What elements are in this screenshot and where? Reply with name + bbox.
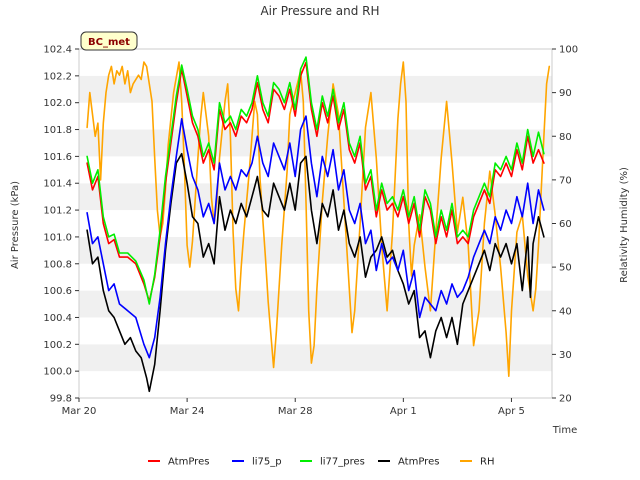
right-tick-label: 50 <box>559 263 572 274</box>
series-line-rh-4 <box>86 61 551 378</box>
grid-band <box>79 344 552 372</box>
legend-label: AtmPres <box>168 457 209 468</box>
right-y-axis-label: Relativity Humidity (%) <box>619 167 630 283</box>
left-tick-label: 100.2 <box>43 340 72 351</box>
left-tick-label: 101.8 <box>43 125 72 136</box>
left-tick-label: 101.2 <box>43 206 72 217</box>
series-line-li77-pres-2 <box>86 56 545 305</box>
right-tick-label: 100 <box>559 45 578 56</box>
left-tick-label: 100.0 <box>43 367 72 378</box>
left-tick-label: 102.2 <box>43 71 72 82</box>
station-badge-box <box>80 31 138 51</box>
x-tick-label: Mar 24 <box>170 406 205 417</box>
left-tick-label: 100.6 <box>43 286 72 297</box>
x-tick-label: Mar 28 <box>278 406 313 417</box>
left-tick-label: 102.0 <box>43 98 72 109</box>
grid-band <box>79 156 552 184</box>
grid-band <box>79 371 552 398</box>
series-line-atmpres-3 <box>86 152 545 393</box>
right-tick-label: 40 <box>559 306 572 317</box>
legend-label: li77_pres <box>320 457 365 468</box>
x-tick-label: Mar 20 <box>62 406 97 417</box>
left-tick-label: 99.8 <box>50 394 72 405</box>
station-badge: BC_met <box>80 31 138 51</box>
left-tick-label: 101.0 <box>43 232 72 243</box>
legend-label: RH <box>480 457 494 468</box>
grid-bands <box>79 49 552 398</box>
x-tick-label: Apr 5 <box>498 406 525 417</box>
x-axis-ticks: Mar 20 Mar 24 Mar 28 Apr 1 Apr 5 <box>62 398 525 417</box>
series-line-atmpres-0 <box>86 61 545 303</box>
grid-band <box>79 49 552 76</box>
right-tick-label: 90 <box>559 88 572 99</box>
left-tick-label: 101.4 <box>43 179 72 190</box>
right-tick-label: 30 <box>559 350 572 361</box>
left-y-axis-label: Air Pressure (kPa) <box>10 181 21 269</box>
right-tick-label: 20 <box>559 394 572 405</box>
x-tick-label: Apr 1 <box>390 406 417 417</box>
left-tick-label: 100.8 <box>43 259 72 270</box>
grid-band <box>79 129 552 157</box>
left-axis-ticks: 99.8 100.0 100.2 100.4 100.6 100.8 101.0 101.2 1… <box>43 45 79 405</box>
left-tick-label: 100.4 <box>43 313 72 324</box>
legend-label: AtmPres <box>398 457 439 468</box>
right-axis-ticks: 20 30 40 50 60 70 80 90 100 <box>552 45 578 405</box>
x-axis-label: Time <box>552 425 577 436</box>
chart-title: Air Pressure and RH <box>260 4 379 18</box>
series-layer <box>86 56 551 393</box>
legend-label: li75_p <box>252 457 282 468</box>
right-tick-label: 60 <box>559 219 572 230</box>
left-tick-label: 101.6 <box>43 152 72 163</box>
right-tick-label: 80 <box>559 132 572 143</box>
grid-band <box>79 75 552 103</box>
right-tick-label: 70 <box>559 175 572 186</box>
legend: AtmPres li75_p li77_pres AtmPres RH <box>148 457 494 468</box>
left-tick-label: 102.4 <box>43 45 72 56</box>
series-line-li75-p-1 <box>86 115 545 359</box>
station-badge-label: BC_met <box>88 37 130 48</box>
